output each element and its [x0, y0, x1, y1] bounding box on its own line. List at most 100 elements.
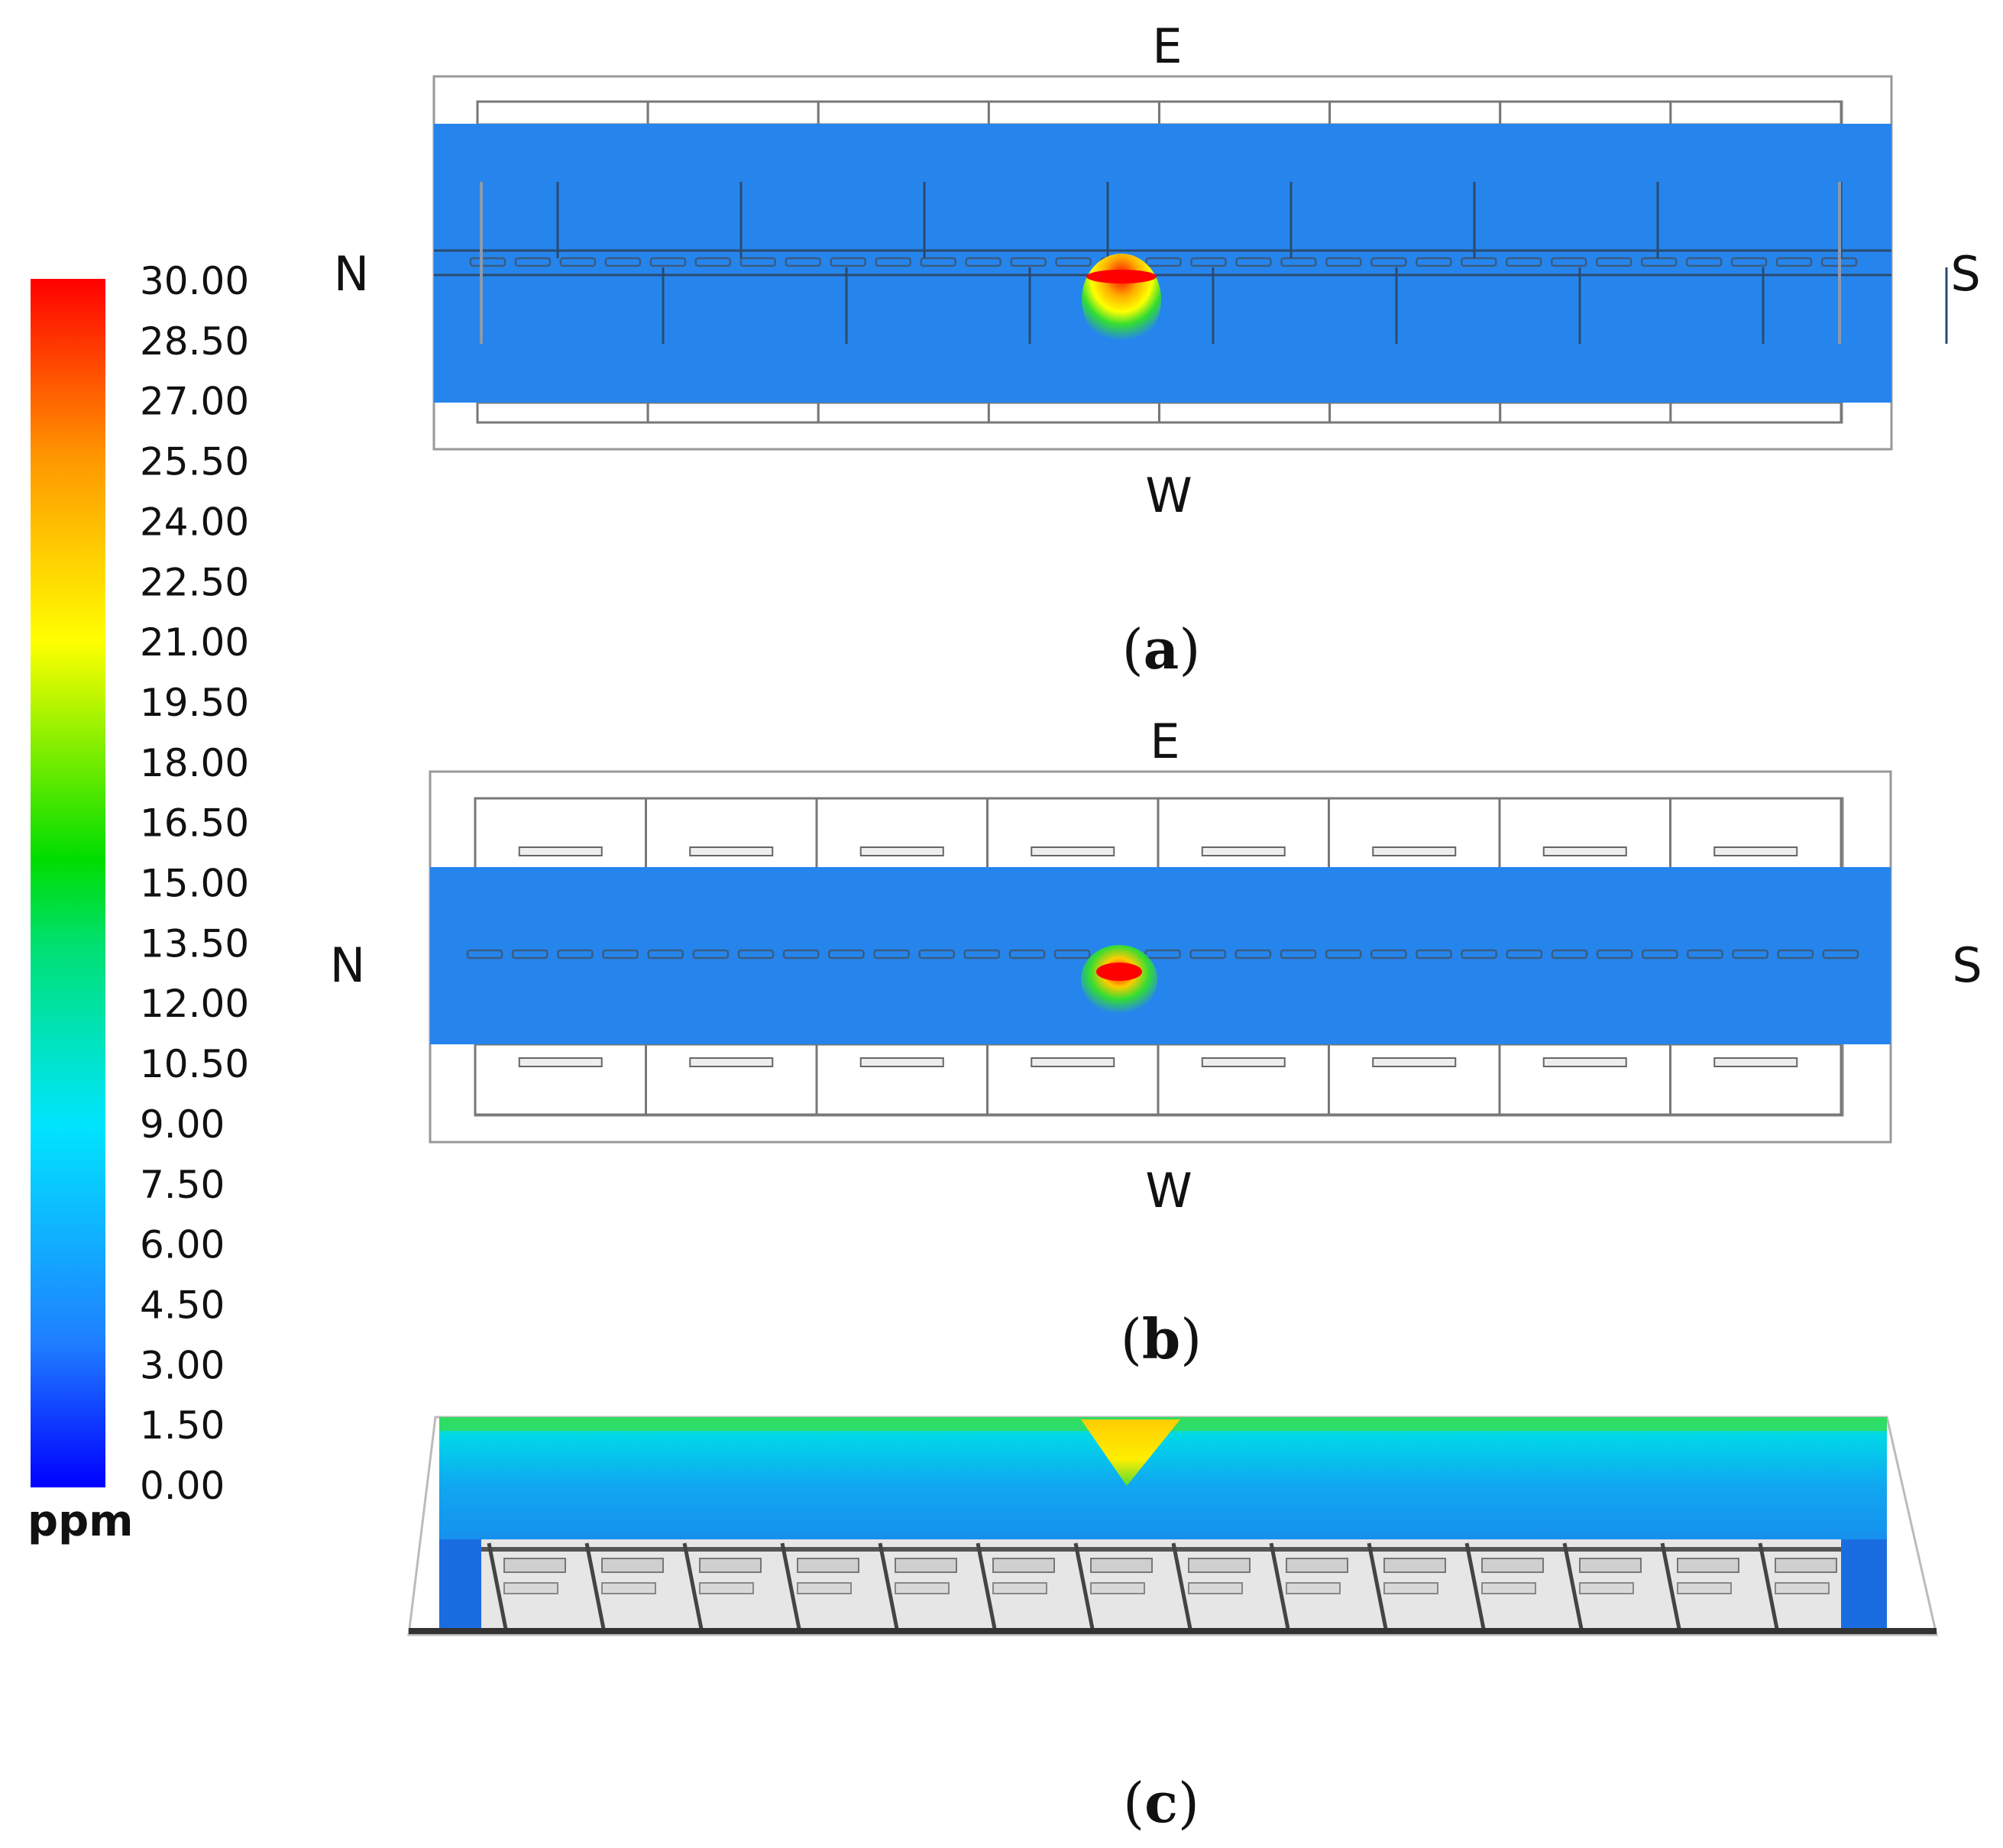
vent-slot — [1372, 846, 1457, 856]
colorbar-tick-label: 15.00 — [140, 862, 249, 906]
colorbar-unit: ppm — [28, 1497, 134, 1546]
vent-slot — [518, 1057, 603, 1067]
roof-vent — [1822, 949, 1859, 960]
panel-a-source-core — [1086, 270, 1157, 283]
colorbar-gradient — [31, 279, 105, 1487]
colorbar: 30.00 28.50 27.00 25.50 24.00 22.50 21.00 19.50… — [28, 259, 249, 1546]
frame-panel — [1188, 1582, 1243, 1594]
roof-vent — [649, 257, 687, 267]
roof-vent — [1685, 257, 1723, 267]
vent-slot — [689, 846, 774, 856]
roof-vent — [1506, 257, 1542, 267]
panel-a-roof-vents — [469, 257, 1858, 267]
bay — [476, 100, 649, 126]
bay — [1669, 1043, 1843, 1116]
caption-close-paren: ) — [1178, 1771, 1199, 1835]
colorbar-tick-label: 19.50 — [140, 681, 249, 725]
panel-a-label-west: W — [1145, 468, 1192, 523]
bay — [1498, 797, 1671, 870]
vent-slot — [1542, 1057, 1627, 1067]
roof-vent — [559, 257, 597, 267]
panel-a-lower-rafters — [662, 267, 1948, 344]
colorbar-tick-label: 28.50 — [140, 319, 249, 364]
bay — [1328, 1043, 1501, 1116]
panel-b-label-west: W — [1145, 1163, 1192, 1219]
panel-b-field-shade — [430, 867, 1891, 1044]
panel-b-concentration-field — [430, 867, 1891, 1044]
roof-vent — [918, 949, 956, 960]
colorbar-tick-label: 10.50 — [140, 1042, 249, 1086]
colorbar-tick-label: 1.50 — [140, 1403, 225, 1448]
colorbar-tick-label: 22.50 — [140, 560, 249, 604]
bay — [815, 797, 989, 870]
bay — [1498, 1043, 1671, 1116]
panel-c-end-wall-north — [439, 1539, 481, 1631]
colorbar-tick-label: 7.50 — [140, 1163, 225, 1207]
vent-slot — [859, 1057, 944, 1067]
frame-panel — [1090, 1558, 1153, 1573]
roof-vent — [557, 949, 594, 960]
frame-panel — [895, 1582, 950, 1594]
panel-a-label-north: N — [334, 246, 369, 302]
panel-b-east-bays — [474, 797, 1843, 870]
frame-panel — [1286, 1558, 1348, 1573]
frame-panel — [1286, 1582, 1341, 1594]
frame-post — [682, 1542, 704, 1630]
roof-vent — [737, 949, 775, 960]
bay — [645, 1043, 818, 1116]
panel-b-label-east: E — [1150, 714, 1179, 769]
panel-a: E W N S (a) — [334, 18, 1981, 681]
colorbar-tick-label: 27.00 — [140, 380, 249, 424]
roof-vent — [1595, 257, 1632, 267]
panel-a-label-east: E — [1152, 18, 1182, 74]
panel-a-source-plume — [1082, 254, 1161, 345]
colorbar-tick-label: 3.00 — [140, 1343, 225, 1387]
bay — [1157, 797, 1330, 870]
colorbar-tick-label: 21.00 — [140, 620, 249, 665]
bay — [1669, 401, 1843, 424]
bay — [1499, 401, 1672, 424]
colorbar-tick-label: 4.50 — [140, 1283, 225, 1327]
frame-panel — [503, 1582, 558, 1594]
bay — [817, 100, 990, 126]
vent-slot — [689, 1057, 774, 1067]
bay — [986, 1043, 1160, 1116]
panel-b-caption: (b) — [1121, 1306, 1202, 1371]
roof-vent — [1416, 257, 1452, 267]
frame-post — [584, 1542, 606, 1630]
panel-a-west-bays — [476, 401, 1843, 424]
panel-a-caption-letter: a — [1144, 617, 1179, 681]
bay — [986, 797, 1160, 870]
frame-panel — [1677, 1558, 1739, 1573]
panel-c-greenhouse-frames — [487, 1542, 1837, 1630]
roof-vent — [1235, 257, 1272, 267]
roof-vent — [469, 257, 506, 267]
caption-open-paren: ( — [1122, 617, 1144, 681]
roof-vent — [1234, 949, 1272, 960]
roof-vent — [1280, 949, 1317, 960]
colorbar-tick-label: 9.00 — [140, 1102, 225, 1147]
roof-vent — [466, 949, 503, 960]
vent-slot — [859, 846, 944, 856]
vent-slot — [1201, 1057, 1286, 1067]
bay — [476, 401, 649, 424]
colorbar-tick-label: 6.00 — [140, 1223, 225, 1267]
vent-slot — [1372, 1057, 1457, 1067]
roof-vent — [1053, 949, 1091, 960]
bay — [1669, 100, 1843, 126]
caption-close-paren: ) — [1179, 617, 1200, 681]
frame-panel — [797, 1582, 852, 1594]
vent-slot — [1031, 1057, 1115, 1067]
panel-c-plume — [1081, 1419, 1180, 1486]
frame-panel — [1090, 1582, 1145, 1594]
frame-panel — [1481, 1582, 1536, 1594]
roof-vent — [1640, 257, 1678, 267]
frame-panel — [1481, 1558, 1544, 1573]
panel-c-caption: (c) — [1123, 1770, 1199, 1835]
frame-post — [878, 1542, 899, 1630]
colorbar-tick-label: 25.50 — [140, 440, 249, 484]
frame-post — [1073, 1542, 1095, 1630]
panel-b: E W N S (b) — [330, 714, 1982, 1371]
bay — [987, 401, 1160, 424]
